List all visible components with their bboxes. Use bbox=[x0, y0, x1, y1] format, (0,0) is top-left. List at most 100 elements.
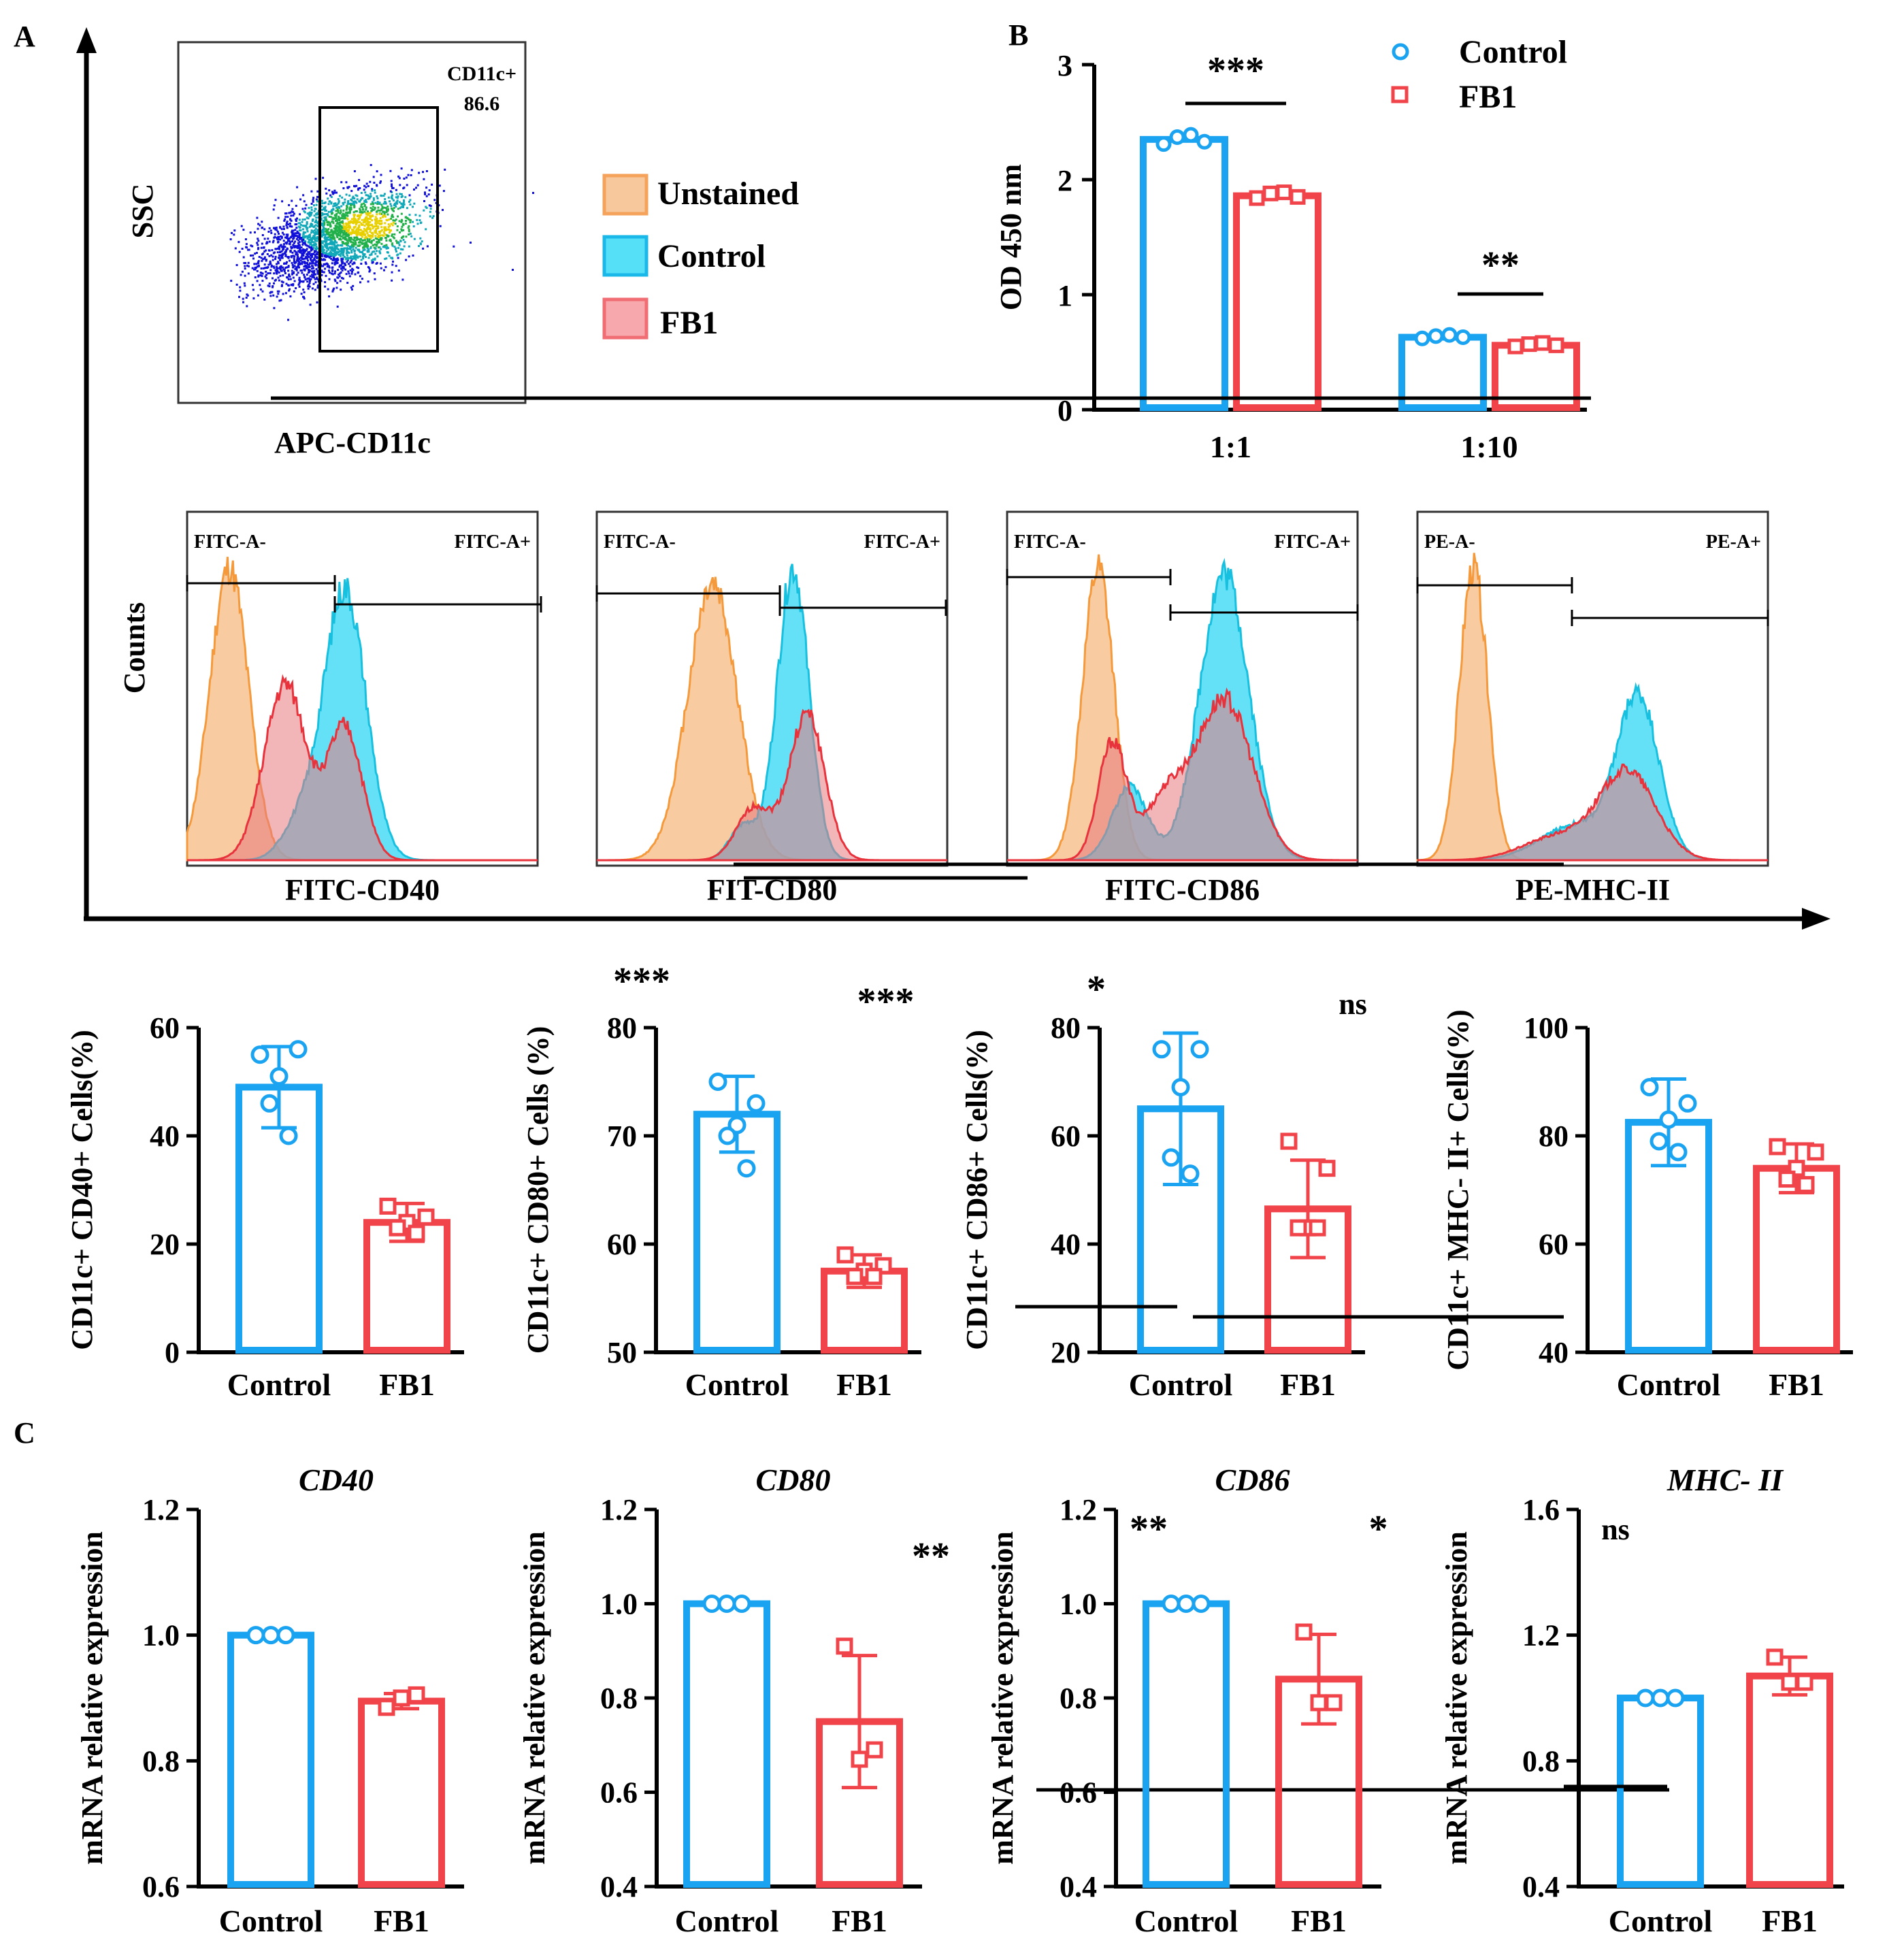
data-point bbox=[1183, 127, 1199, 143]
bar-fb1 bbox=[358, 1697, 445, 1889]
data-point bbox=[851, 1750, 868, 1768]
category-label: FB1 bbox=[379, 1367, 435, 1402]
data-point bbox=[246, 1626, 265, 1645]
panel-label-a: A bbox=[14, 20, 35, 53]
scatter-outlier bbox=[532, 192, 534, 194]
data-point bbox=[746, 1094, 766, 1113]
y-tick-label: 0 bbox=[1057, 394, 1072, 427]
data-point bbox=[737, 1159, 756, 1178]
data-point bbox=[1309, 1219, 1326, 1237]
data-point bbox=[261, 1626, 280, 1645]
data-point bbox=[1152, 1040, 1171, 1059]
data-point bbox=[393, 1689, 410, 1707]
y-tick-label: 1.2 bbox=[600, 1493, 638, 1526]
chart-title: MHC- II bbox=[1667, 1463, 1784, 1497]
data-point bbox=[865, 1268, 883, 1286]
category-label: 1:10 bbox=[1460, 429, 1517, 464]
data-point bbox=[289, 1040, 308, 1059]
significance-label: * bbox=[1087, 968, 1106, 1011]
category-label: FB1 bbox=[1280, 1367, 1336, 1402]
category-label: Control bbox=[227, 1367, 331, 1402]
y-tick-label: 1.2 bbox=[1522, 1619, 1560, 1652]
scatter-outlier bbox=[470, 242, 472, 244]
chart-C-CD80: 0.4 0.6 0.8 1.0 1.2 mRNA relative expression C… bbox=[518, 862, 1564, 1938]
category-label: Control bbox=[219, 1904, 323, 1938]
panel-label-b: B bbox=[1008, 18, 1028, 52]
y-tick-label: 1.6 bbox=[1522, 1493, 1560, 1526]
category-label: Control bbox=[685, 1367, 789, 1402]
category-label: Control bbox=[1134, 1904, 1238, 1938]
data-point bbox=[1797, 1176, 1815, 1194]
y-tick-label: 0.8 bbox=[1060, 1682, 1097, 1715]
y-tick-label: 0.8 bbox=[1522, 1744, 1560, 1778]
data-point bbox=[1769, 1138, 1786, 1156]
y-axis-label: CD11c+ CD80+ Cells (%) bbox=[521, 1026, 555, 1354]
significance-label: ** bbox=[1481, 244, 1520, 287]
data-point bbox=[1196, 133, 1213, 150]
chart-title: CD86 bbox=[1215, 1463, 1290, 1497]
bar-control bbox=[227, 1631, 314, 1889]
histogram-xlabel: PE-MHC-II bbox=[1515, 873, 1670, 906]
category-label: 1:1 bbox=[1210, 429, 1251, 464]
significance-label: ** bbox=[1130, 1508, 1168, 1550]
gate-negative-label: FITC-A- bbox=[194, 532, 266, 553]
y-tick-label: 0.4 bbox=[600, 1870, 638, 1904]
scatter-dots bbox=[229, 164, 534, 321]
y-tick-label: 40 bbox=[1539, 1336, 1569, 1369]
chart-title: CD40 bbox=[299, 1463, 374, 1497]
gate-positive-label: PE-A+ bbox=[1706, 532, 1761, 553]
y-tick-label: 60 bbox=[1051, 1120, 1081, 1153]
data-point bbox=[1249, 190, 1265, 206]
data-point bbox=[732, 1595, 751, 1613]
chart-C-CD86: 0.4 0.6 0.8 1.0 1.2 mRNA relative expression C… bbox=[986, 1315, 1564, 1938]
y-tick-label: 1.0 bbox=[600, 1588, 638, 1621]
legend-swatch-unstained bbox=[602, 174, 649, 216]
data-point bbox=[1455, 329, 1471, 346]
data-point bbox=[1666, 1688, 1685, 1708]
legend-label-control: Control bbox=[1459, 34, 1567, 70]
chart-A-CD86: 20 40 60 80 CD11c+ CD86+ Cells(%) Control FB1 * bbox=[960, 968, 1365, 1402]
y-axis-label: OD 450 nm bbox=[994, 164, 1028, 310]
category-label: FB1 bbox=[832, 1904, 887, 1938]
category-label: Control bbox=[1609, 1904, 1713, 1938]
y-tick-label: 0 bbox=[165, 1336, 180, 1369]
data-point bbox=[1262, 185, 1279, 201]
histogram-fb1 bbox=[187, 674, 538, 862]
data-point bbox=[389, 1219, 406, 1237]
data-point bbox=[1640, 1077, 1659, 1096]
data-point bbox=[708, 1073, 727, 1091]
y-tick-label: 0.6 bbox=[142, 1870, 180, 1904]
data-point bbox=[260, 1094, 279, 1113]
data-point bbox=[1781, 1673, 1799, 1691]
legend-swatch-fb1 bbox=[602, 297, 649, 340]
chart-title: CD80 bbox=[756, 1463, 831, 1497]
y-axis-label: mRNA relative expression bbox=[986, 1531, 1019, 1865]
data-point bbox=[1669, 1143, 1688, 1162]
gate-negative-label: PE-A- bbox=[1424, 532, 1475, 553]
category-label: Control bbox=[1129, 1367, 1233, 1402]
histogram-4: PE-A- PE-A+ PE-MHC-II bbox=[1416, 510, 1769, 906]
data-point bbox=[1295, 1623, 1313, 1641]
category-label: Control bbox=[1617, 1367, 1721, 1402]
data-point bbox=[1162, 1595, 1181, 1613]
y-tick-label: 3 bbox=[1057, 49, 1072, 82]
y-axis-label: mRNA relative expression bbox=[76, 1531, 109, 1865]
histogram-3: FITC-A- FITC-A+ FITC-CD86 bbox=[1006, 510, 1359, 906]
y-tick-label: 1.0 bbox=[1060, 1588, 1097, 1621]
y-tick-label: 70 bbox=[607, 1120, 637, 1153]
y-axis-label: mRNA relative expression bbox=[518, 1531, 551, 1865]
panel-label-c: C bbox=[14, 1416, 35, 1450]
y-tick-label: 0.4 bbox=[1522, 1870, 1560, 1904]
gate-value: 86.6 bbox=[464, 93, 500, 115]
legend-label-fb1: FB1 bbox=[1459, 79, 1517, 115]
y-tick-label: 80 bbox=[1539, 1120, 1569, 1153]
data-point bbox=[718, 1126, 737, 1145]
histogram-xlabel: FITC-CD86 bbox=[1105, 873, 1260, 906]
data-point bbox=[1280, 1132, 1298, 1150]
data-point bbox=[866, 1741, 883, 1759]
y-tick-label: 20 bbox=[1051, 1336, 1081, 1369]
